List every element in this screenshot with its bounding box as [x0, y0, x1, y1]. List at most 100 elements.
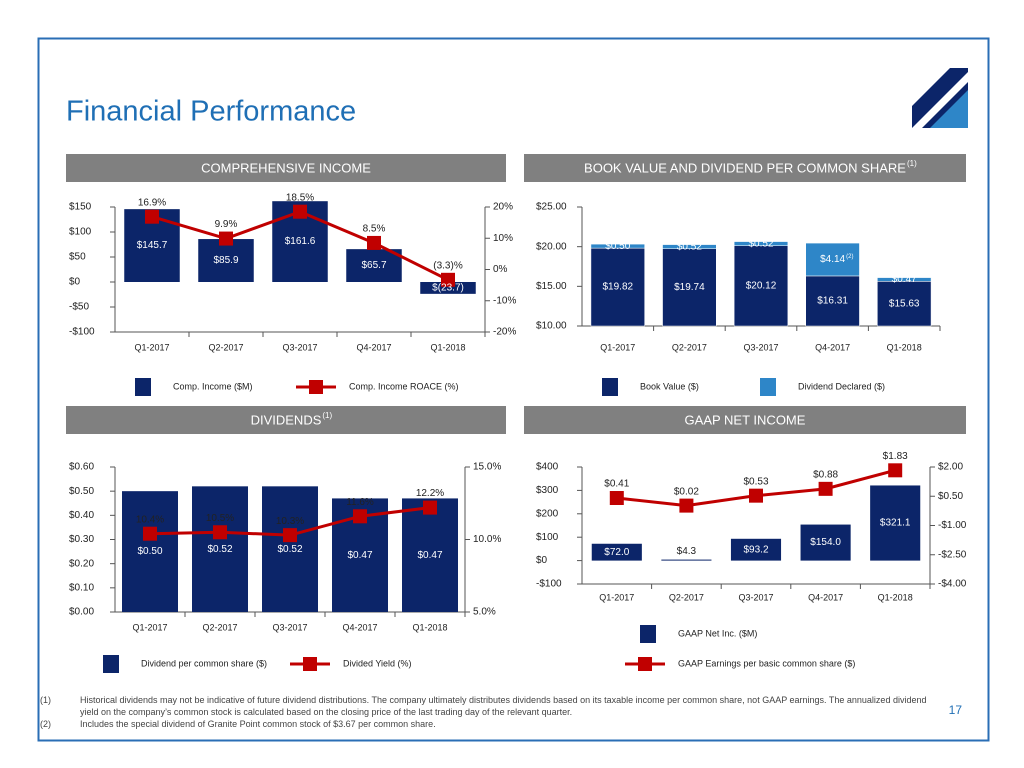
chart: GAAP NET INCOME $400 $300 $200 $100 $0 -$100 $2…	[524, 406, 967, 671]
y-tick-label: $0.60	[69, 462, 94, 473]
y-tick-label: -$100	[69, 327, 95, 338]
data-label: $72.0	[604, 547, 629, 558]
legend-label: Comp. Income ($M)	[173, 381, 253, 391]
bar	[198, 239, 254, 282]
x-tick-label: Q1-2018	[430, 342, 465, 352]
x-tick-label: Q3-2017	[282, 342, 317, 352]
y2-tick-label: 10.0%	[473, 534, 501, 545]
data-label: (3.3)%	[433, 260, 463, 271]
y-tick-label: $15.00	[536, 281, 567, 292]
legend-swatch	[602, 378, 618, 396]
data-label: $0.50	[605, 241, 630, 252]
line-marker	[143, 526, 157, 541]
data-label: 18.5%	[286, 192, 314, 203]
line-marker	[441, 272, 455, 287]
data-label: $0.41	[604, 479, 629, 490]
chart: COMPREHENSIVE INCOME $150 $100 $50 $0 -$50 -$1…	[66, 154, 516, 396]
data-label: $4.14	[820, 254, 845, 265]
y-tick-label: $50	[69, 252, 86, 263]
data-label: 11.6%	[346, 497, 374, 508]
footnote-marker: (2)	[40, 719, 51, 729]
data-label: $1.83	[883, 451, 908, 462]
y-tick-label: $200	[536, 508, 559, 519]
panel-title: BOOK VALUE AND DIVIDEND PER COMMON SHARE	[584, 160, 906, 175]
bar	[730, 538, 782, 561]
data-label: 12.2%	[416, 488, 444, 499]
panel-header	[66, 406, 506, 434]
line-marker	[367, 235, 381, 250]
x-tick-label: Q2-2017	[672, 342, 707, 352]
y-tick-label: $0.30	[69, 534, 94, 545]
y-tick-label: $150	[69, 202, 92, 213]
chart: BOOK VALUE AND DIVIDEND PER COMMON SHARE…	[524, 154, 966, 396]
x-tick-label: Q1-2017	[600, 342, 635, 352]
legend-label: Comp. Income ROACE (%)	[349, 381, 459, 391]
x-tick-label: Q4-2017	[808, 592, 843, 602]
x-tick-label: Q4-2017	[356, 342, 391, 352]
bar	[877, 281, 932, 327]
logo	[912, 68, 968, 128]
footnote-text: Historical dividends may not be indicati…	[80, 695, 927, 717]
data-label: $16.31	[817, 296, 848, 307]
y-tick-label: $100	[536, 532, 559, 543]
y-tick-label: $100	[69, 227, 92, 238]
data-label: $0.52	[207, 544, 232, 555]
data-label: $20.12	[746, 280, 777, 291]
legend-label: GAAP Earnings per basic common share ($)	[678, 658, 855, 668]
slide-frame	[37, 37, 990, 742]
bar	[733, 245, 789, 327]
data-label: 10.4%	[136, 514, 164, 525]
data-label: $85.9	[213, 255, 238, 266]
y2-tick-label: -$4.00	[938, 579, 967, 590]
data-label: $0.50	[137, 546, 162, 557]
y-tick-label: $0	[536, 555, 548, 566]
data-label: $145.7	[137, 240, 168, 251]
panel-title: GAAP NET INCOME	[685, 412, 806, 427]
x-tick-label: Q3-2017	[738, 592, 773, 602]
data-label: $154.0	[810, 537, 841, 548]
legend-swatch	[103, 655, 119, 673]
y-tick-label: $0.40	[69, 510, 94, 521]
data-label: $0.52	[748, 238, 773, 249]
data-label: 10.5%	[206, 513, 234, 524]
y-tick-label: $0	[69, 277, 81, 288]
y-tick-label: $0.50	[69, 486, 94, 497]
y2-tick-label: -20%	[493, 327, 516, 338]
y2-tick-label: $0.50	[938, 491, 963, 502]
line-marker	[679, 498, 694, 513]
data-label: $321.1	[880, 518, 911, 529]
data-label: $15.63	[889, 298, 920, 309]
line-marker	[219, 231, 233, 246]
line-marker	[293, 204, 307, 219]
line-marker	[888, 463, 903, 478]
footnote: (2) Includes the special dividend of Gran…	[40, 718, 940, 730]
bar	[420, 282, 476, 294]
bar	[662, 248, 717, 327]
panel-title: COMPREHENSIVE INCOME	[201, 160, 371, 175]
x-tick-label: Q1-2018	[412, 622, 447, 632]
chart: DIVIDENDS (1) $0.60 $0.50 $0.40 $0.30 $0.20 $0.…	[66, 406, 506, 673]
data-label: $(23.7)	[432, 283, 464, 294]
x-tick-label: Q2-2017	[202, 622, 237, 632]
legend-label: Book Value ($)	[640, 381, 699, 391]
line-marker	[353, 509, 367, 524]
bar	[591, 543, 642, 561]
y2-tick-label: 20%	[493, 202, 513, 213]
data-label: $19.82	[603, 282, 634, 293]
page-number: 17	[949, 703, 963, 717]
x-tick-label: Q3-2017	[272, 622, 307, 632]
data-label: $0.52	[277, 544, 302, 555]
y-tick-label: $10.00	[536, 321, 567, 332]
y2-tick-label: 10%	[493, 233, 513, 244]
legend-marker	[638, 657, 652, 671]
line-marker	[145, 209, 159, 224]
bar	[662, 244, 717, 249]
data-label: $0.88	[813, 469, 838, 480]
data-label: 8.5%	[363, 224, 386, 235]
data-label: $19.74	[674, 282, 705, 293]
legend-swatch	[640, 625, 656, 643]
y2-tick-label: 0%	[493, 264, 508, 275]
panel-header	[524, 154, 966, 182]
